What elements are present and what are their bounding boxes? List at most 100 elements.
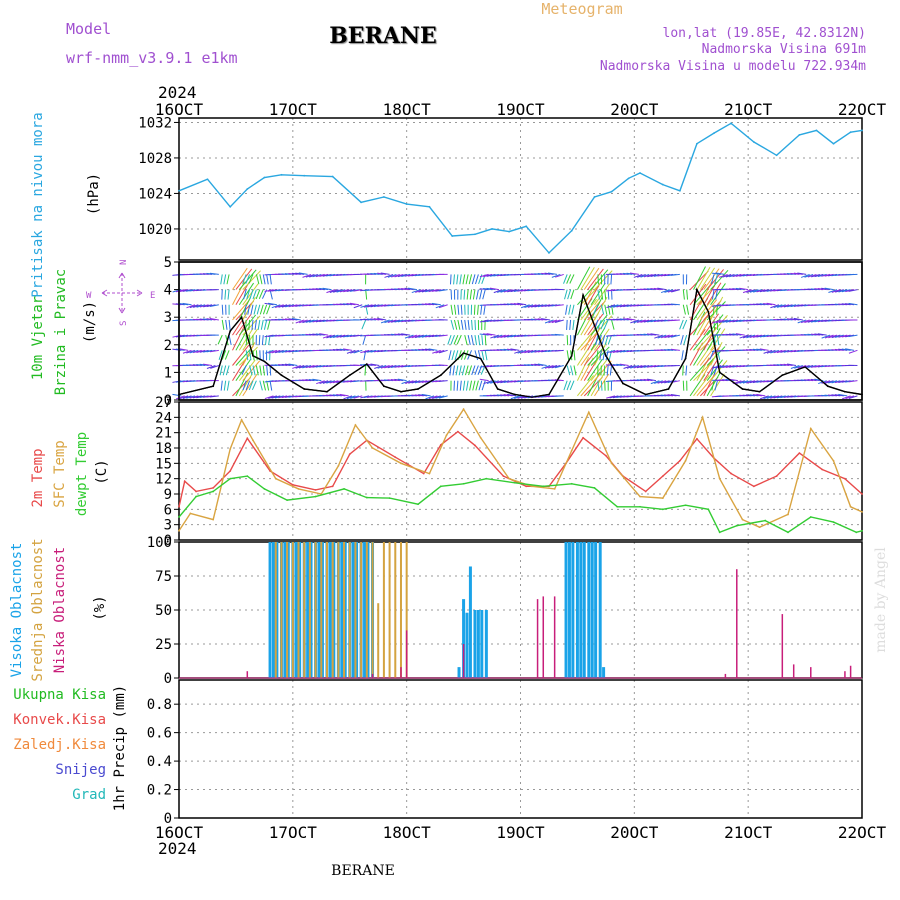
2m-temp-point — [229, 470, 232, 472]
pressure-unit: (hPa) — [86, 173, 102, 215]
pritisak-na-nivou-mora-point — [661, 183, 664, 186]
niska-oblacnost-bar — [462, 644, 465, 678]
precip-label-5: Grad — [72, 787, 106, 803]
pritisak-na-nivou-mora-point — [815, 129, 818, 132]
wind-barb — [605, 305, 607, 315]
wind-barb — [176, 335, 185, 337]
pressure-ytick-label: 1024 — [138, 186, 172, 202]
wind-barb — [395, 274, 404, 276]
wind-barb — [343, 349, 352, 350]
wind-frame — [178, 261, 863, 401]
wind-barb — [604, 366, 605, 376]
precip-label-1: Ukupna Kisa — [13, 687, 106, 703]
sfc-temp-point — [252, 439, 254, 442]
pritisak-na-nivou-mora-point — [303, 174, 306, 177]
wind-barb — [200, 364, 209, 365]
wind-barb — [289, 364, 298, 366]
wind-barb — [480, 379, 489, 380]
wind-barb — [475, 274, 478, 284]
sfc-temp-point — [570, 449, 573, 452]
2m-temp-point — [861, 493, 863, 495]
wind-barb — [323, 335, 332, 338]
date-label-bottom: 19OCT — [496, 823, 545, 842]
2m-temp-point — [212, 486, 215, 489]
wind-barb — [249, 320, 250, 330]
wind-barb — [246, 350, 248, 360]
dewpt-temp-point — [718, 531, 721, 534]
precip-ytick-label: 0.8 — [147, 697, 172, 713]
wind-barb — [479, 381, 482, 391]
wind-barb — [567, 350, 569, 360]
wind-barb — [228, 290, 229, 300]
temp-ytick-label: 18 — [155, 441, 172, 457]
wind-barb — [458, 320, 460, 330]
visoka-oblacnost-bar — [465, 612, 469, 678]
wind-barb — [482, 381, 485, 391]
wind-barb — [463, 381, 464, 391]
2m-temp-point — [422, 472, 425, 475]
temp-unit: (C) — [94, 459, 110, 484]
cloud-ytick-label: 75 — [155, 569, 172, 585]
2m-temp-point — [331, 485, 334, 488]
wind-barb — [186, 350, 195, 353]
wind-barb — [598, 274, 599, 284]
wind-barb — [172, 349, 181, 350]
wind-barb — [571, 366, 573, 376]
wind-barb — [377, 273, 386, 274]
srednja-oblacnost-bar — [354, 542, 357, 678]
2m-temp-point — [696, 437, 698, 440]
srednja-oblacnost-bar — [286, 542, 289, 678]
wind-barb — [391, 366, 400, 368]
wind-barb — [401, 288, 410, 289]
wind-barb — [681, 335, 684, 345]
2m-temp-point — [525, 485, 528, 488]
wind-barb — [224, 381, 225, 391]
wind-barb — [566, 305, 568, 315]
pritisak-na-nivou-mora-point — [263, 176, 266, 179]
wind-barb — [176, 290, 185, 292]
wind-barb — [567, 320, 568, 330]
wind-barb — [285, 364, 294, 365]
pritisak-na-nivou-mora-point — [713, 132, 715, 134]
wind-barb — [239, 297, 250, 320]
wind-barb — [265, 290, 274, 292]
wind-barb — [570, 381, 574, 390]
wind-barb — [319, 288, 328, 289]
wind-barb — [262, 335, 263, 345]
wind-barb — [482, 335, 483, 345]
visoka-oblacnost-bar — [564, 542, 568, 678]
wind-barb — [468, 320, 469, 330]
wind-barb — [419, 290, 428, 293]
wind-barb — [344, 396, 353, 399]
wind-barb — [591, 270, 608, 290]
dewpt-temp-point — [570, 482, 573, 485]
wind-barb — [570, 320, 571, 330]
sfc-temp-point — [274, 477, 277, 480]
srednja-oblacnost-bar — [394, 542, 397, 678]
wind-barb — [391, 320, 400, 322]
wind-barb — [451, 305, 453, 315]
visoka-oblacnost-bar — [590, 542, 594, 678]
date-label-top: 17OCT — [269, 100, 318, 119]
model-label: Model — [66, 20, 111, 38]
wind-barb — [395, 320, 404, 322]
wind-barb — [460, 381, 461, 391]
niska-oblacnost-bar — [810, 667, 812, 678]
wind-barb — [391, 274, 400, 277]
pritisak-na-nivou-mora-point — [639, 172, 641, 174]
wind-barb — [469, 366, 472, 376]
precip-panel: 0 0.2 0.4 0.6 0.8 — [147, 679, 863, 827]
wind-barb — [422, 290, 431, 292]
wind-barb — [282, 350, 291, 352]
wind-barb — [224, 274, 226, 284]
wind-barbs — [172, 267, 857, 399]
date-label-top: 22OCT — [838, 100, 887, 119]
temp-frame — [178, 401, 863, 541]
wind-barb — [398, 274, 407, 276]
wind-barb — [190, 305, 199, 308]
wind-barb — [370, 364, 379, 365]
wind-barb — [360, 350, 369, 352]
wind-barb — [367, 350, 376, 352]
wind-barb — [253, 290, 256, 299]
wind-barb — [207, 305, 216, 307]
